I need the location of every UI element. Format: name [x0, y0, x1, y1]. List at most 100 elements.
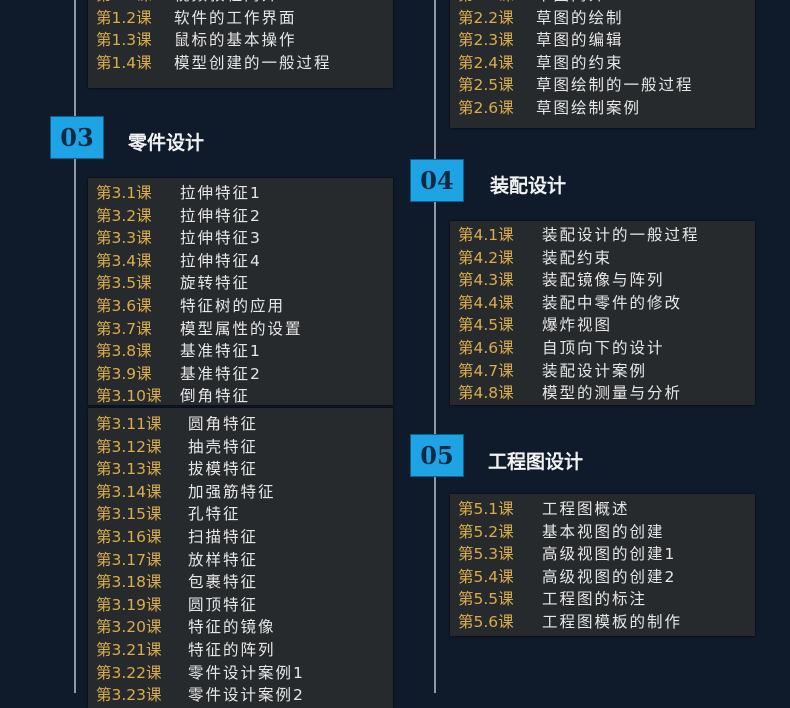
lesson-number: 第3.22课	[96, 663, 162, 682]
lesson-number: 第4.2课	[458, 248, 514, 267]
lesson-title: 拉伸特征1	[180, 184, 262, 202]
lesson-number: 第4.7课	[458, 361, 514, 380]
lesson-title: 圆角特征	[188, 415, 259, 433]
lesson-number: 第3.21课	[96, 641, 162, 659]
lesson-number: 第4.8课	[458, 384, 514, 403]
lesson-number: 第1.3课	[96, 31, 152, 50]
lesson-title: 装配镜像与阵列	[542, 271, 665, 290]
lesson-item: 第5.1课 工程图概述	[458, 498, 630, 520]
lesson-item: 第4.5课 爆炸视图	[458, 314, 612, 336]
lesson-item: 第3.16课 扫描特征	[96, 526, 258, 548]
lesson-number: 第3.17课	[96, 550, 162, 569]
lesson-number: 第5.4课	[458, 567, 514, 586]
lesson-item: 第5.4课 高级视图的创建2	[458, 566, 676, 588]
lesson-title: 特征的阵列	[188, 641, 276, 659]
lesson-title: 自顶向下的设计	[542, 339, 665, 357]
lesson-item: 第1.1课视频教程简介	[96, 0, 279, 6]
lesson-title: 工程图概述	[542, 500, 630, 518]
chapter-title-04: 装配设计	[490, 175, 567, 197]
lesson-title: 草图绘制的一般过程	[536, 76, 694, 95]
lesson-number: 第3.12课	[96, 437, 162, 456]
lesson-item: 第5.6课 工程图模板的制作	[458, 611, 682, 633]
timeline-right	[434, 0, 436, 693]
lesson-number: 第4.6课	[458, 339, 514, 357]
lesson-title: 鼠标的基本操作	[174, 31, 297, 50]
lesson-number: 第3.6课	[96, 297, 152, 315]
lesson-title: 高级视图的创建2	[542, 567, 677, 586]
lesson-number: 第3.1课	[96, 184, 152, 202]
lesson-number: 第3.7课	[96, 319, 152, 338]
chapter-title-03: 零件设计	[128, 132, 205, 154]
lesson-number: 第3.19课	[96, 595, 162, 614]
lesson-title: 装配中零件的修改	[542, 293, 683, 312]
lesson-title: 拉伸特征2	[180, 206, 262, 225]
lesson-title: 孔特征	[188, 505, 241, 524]
lesson-item: 第2.3课 草图的编辑	[458, 29, 624, 51]
chapter-badge-05: 05	[410, 434, 464, 477]
lesson-title: 装配约束	[542, 248, 613, 267]
lesson-item: 第2.1课草图简介	[458, 0, 606, 6]
lesson-number: 第4.5课	[458, 316, 514, 335]
lesson-item: 第3.17课 放样特征	[96, 549, 258, 571]
lesson-title: 特征的镜像	[188, 618, 276, 637]
lesson-title: 视频教程简介	[174, 0, 279, 4]
lesson-title: 旋转特征	[180, 274, 251, 293]
lesson-title: 基本视图的创建	[542, 522, 665, 541]
lesson-list-ch3b: 第3.11课 圆角特征 第3.12课 抽壳特征 第3.13课 拔模特征 第3.14课 加强筋特…	[88, 408, 393, 708]
lesson-number: 第3.23课	[96, 686, 162, 705]
lesson-title: 模型的测量与分析	[542, 384, 683, 403]
lesson-title: 草图的编辑	[536, 31, 624, 50]
lesson-item: 第5.3课 高级视图的创建1	[458, 543, 676, 565]
chapter-title-05: 工程图设计	[488, 451, 584, 473]
lesson-item: 第1.2课 软件的工作界面	[96, 7, 297, 29]
chapter-badge-03: 03	[50, 116, 104, 159]
lesson-number: 第1.1课	[96, 0, 174, 6]
lesson-title: 草图的约束	[536, 53, 624, 72]
lesson-title: 拉伸特征3	[180, 229, 262, 248]
lesson-title: 圆顶特征	[188, 595, 259, 614]
lesson-number: 第2.1课	[458, 0, 536, 6]
lesson-item: 第3.4课 拉伸特征4	[96, 250, 262, 272]
lesson-number: 第2.4课	[458, 53, 514, 72]
lesson-item: 第4.3课 装配镜像与阵列	[458, 269, 665, 291]
lesson-number: 第5.5课	[458, 590, 514, 609]
lesson-title: 草图的绘制	[536, 8, 624, 27]
lesson-number: 第2.6课	[458, 99, 514, 117]
lesson-item: 第3.12课 抽壳特征	[96, 436, 258, 458]
lesson-item: 第3.2课 拉伸特征2	[96, 205, 262, 227]
lesson-number: 第2.3课	[458, 31, 514, 50]
lesson-item: 第3.23课 零件设计案例2	[96, 684, 305, 706]
lesson-item: 第3.19课 圆顶特征	[96, 594, 258, 616]
lesson-title: 包裹特征	[188, 573, 259, 592]
lesson-item: 第2.5课 草图绘制的一般过程	[458, 74, 694, 96]
lesson-list-ch2: 第2.1课草图简介第2.2课草图的绘制第2.3课草图的编辑第2.4课草图的约束第…	[450, 0, 755, 128]
lesson-number: 第3.13课	[96, 460, 162, 479]
lesson-item: 第3.9课 基准特征2	[96, 363, 262, 385]
lesson-number: 第4.4课	[458, 293, 514, 312]
lesson-title: 草图绘制案例	[536, 99, 642, 117]
lesson-number: 第1.4课	[96, 53, 152, 72]
lesson-title: 零件设计案例1	[188, 663, 305, 682]
lesson-title: 基准特征1	[180, 342, 262, 361]
lesson-number: 第3.14课	[96, 482, 162, 501]
lesson-item: 第1.3课 鼠标的基本操作	[96, 29, 297, 51]
timeline-left	[74, 0, 76, 693]
lesson-title: 模型属性的设置	[180, 319, 303, 338]
lesson-title: 加强筋特征	[188, 482, 276, 501]
lesson-number: 第3.11课	[96, 415, 162, 433]
lesson-title: 装配设计的一般过程	[542, 226, 700, 244]
lesson-item: 第3.8课 基准特征1	[96, 340, 262, 362]
lesson-item: 第2.2课 草图的绘制	[458, 7, 624, 29]
lesson-item: 第3.10课 倒角特征	[96, 385, 250, 407]
lesson-title: 草图简介	[536, 0, 606, 4]
lesson-item: 第4.8课 模型的测量与分析	[458, 382, 682, 404]
lesson-item: 第2.4课 草图的约束	[458, 52, 624, 74]
lesson-item: 第5.5课 工程图的标注	[458, 588, 647, 610]
lesson-title: 拉伸特征4	[180, 251, 262, 270]
lesson-number: 第4.3课	[458, 271, 514, 290]
lesson-number: 第3.15课	[96, 505, 162, 524]
lesson-title: 基准特征2	[180, 364, 262, 383]
lesson-title: 高级视图的创建1	[542, 545, 677, 564]
lesson-number: 第2.2课	[458, 8, 514, 27]
